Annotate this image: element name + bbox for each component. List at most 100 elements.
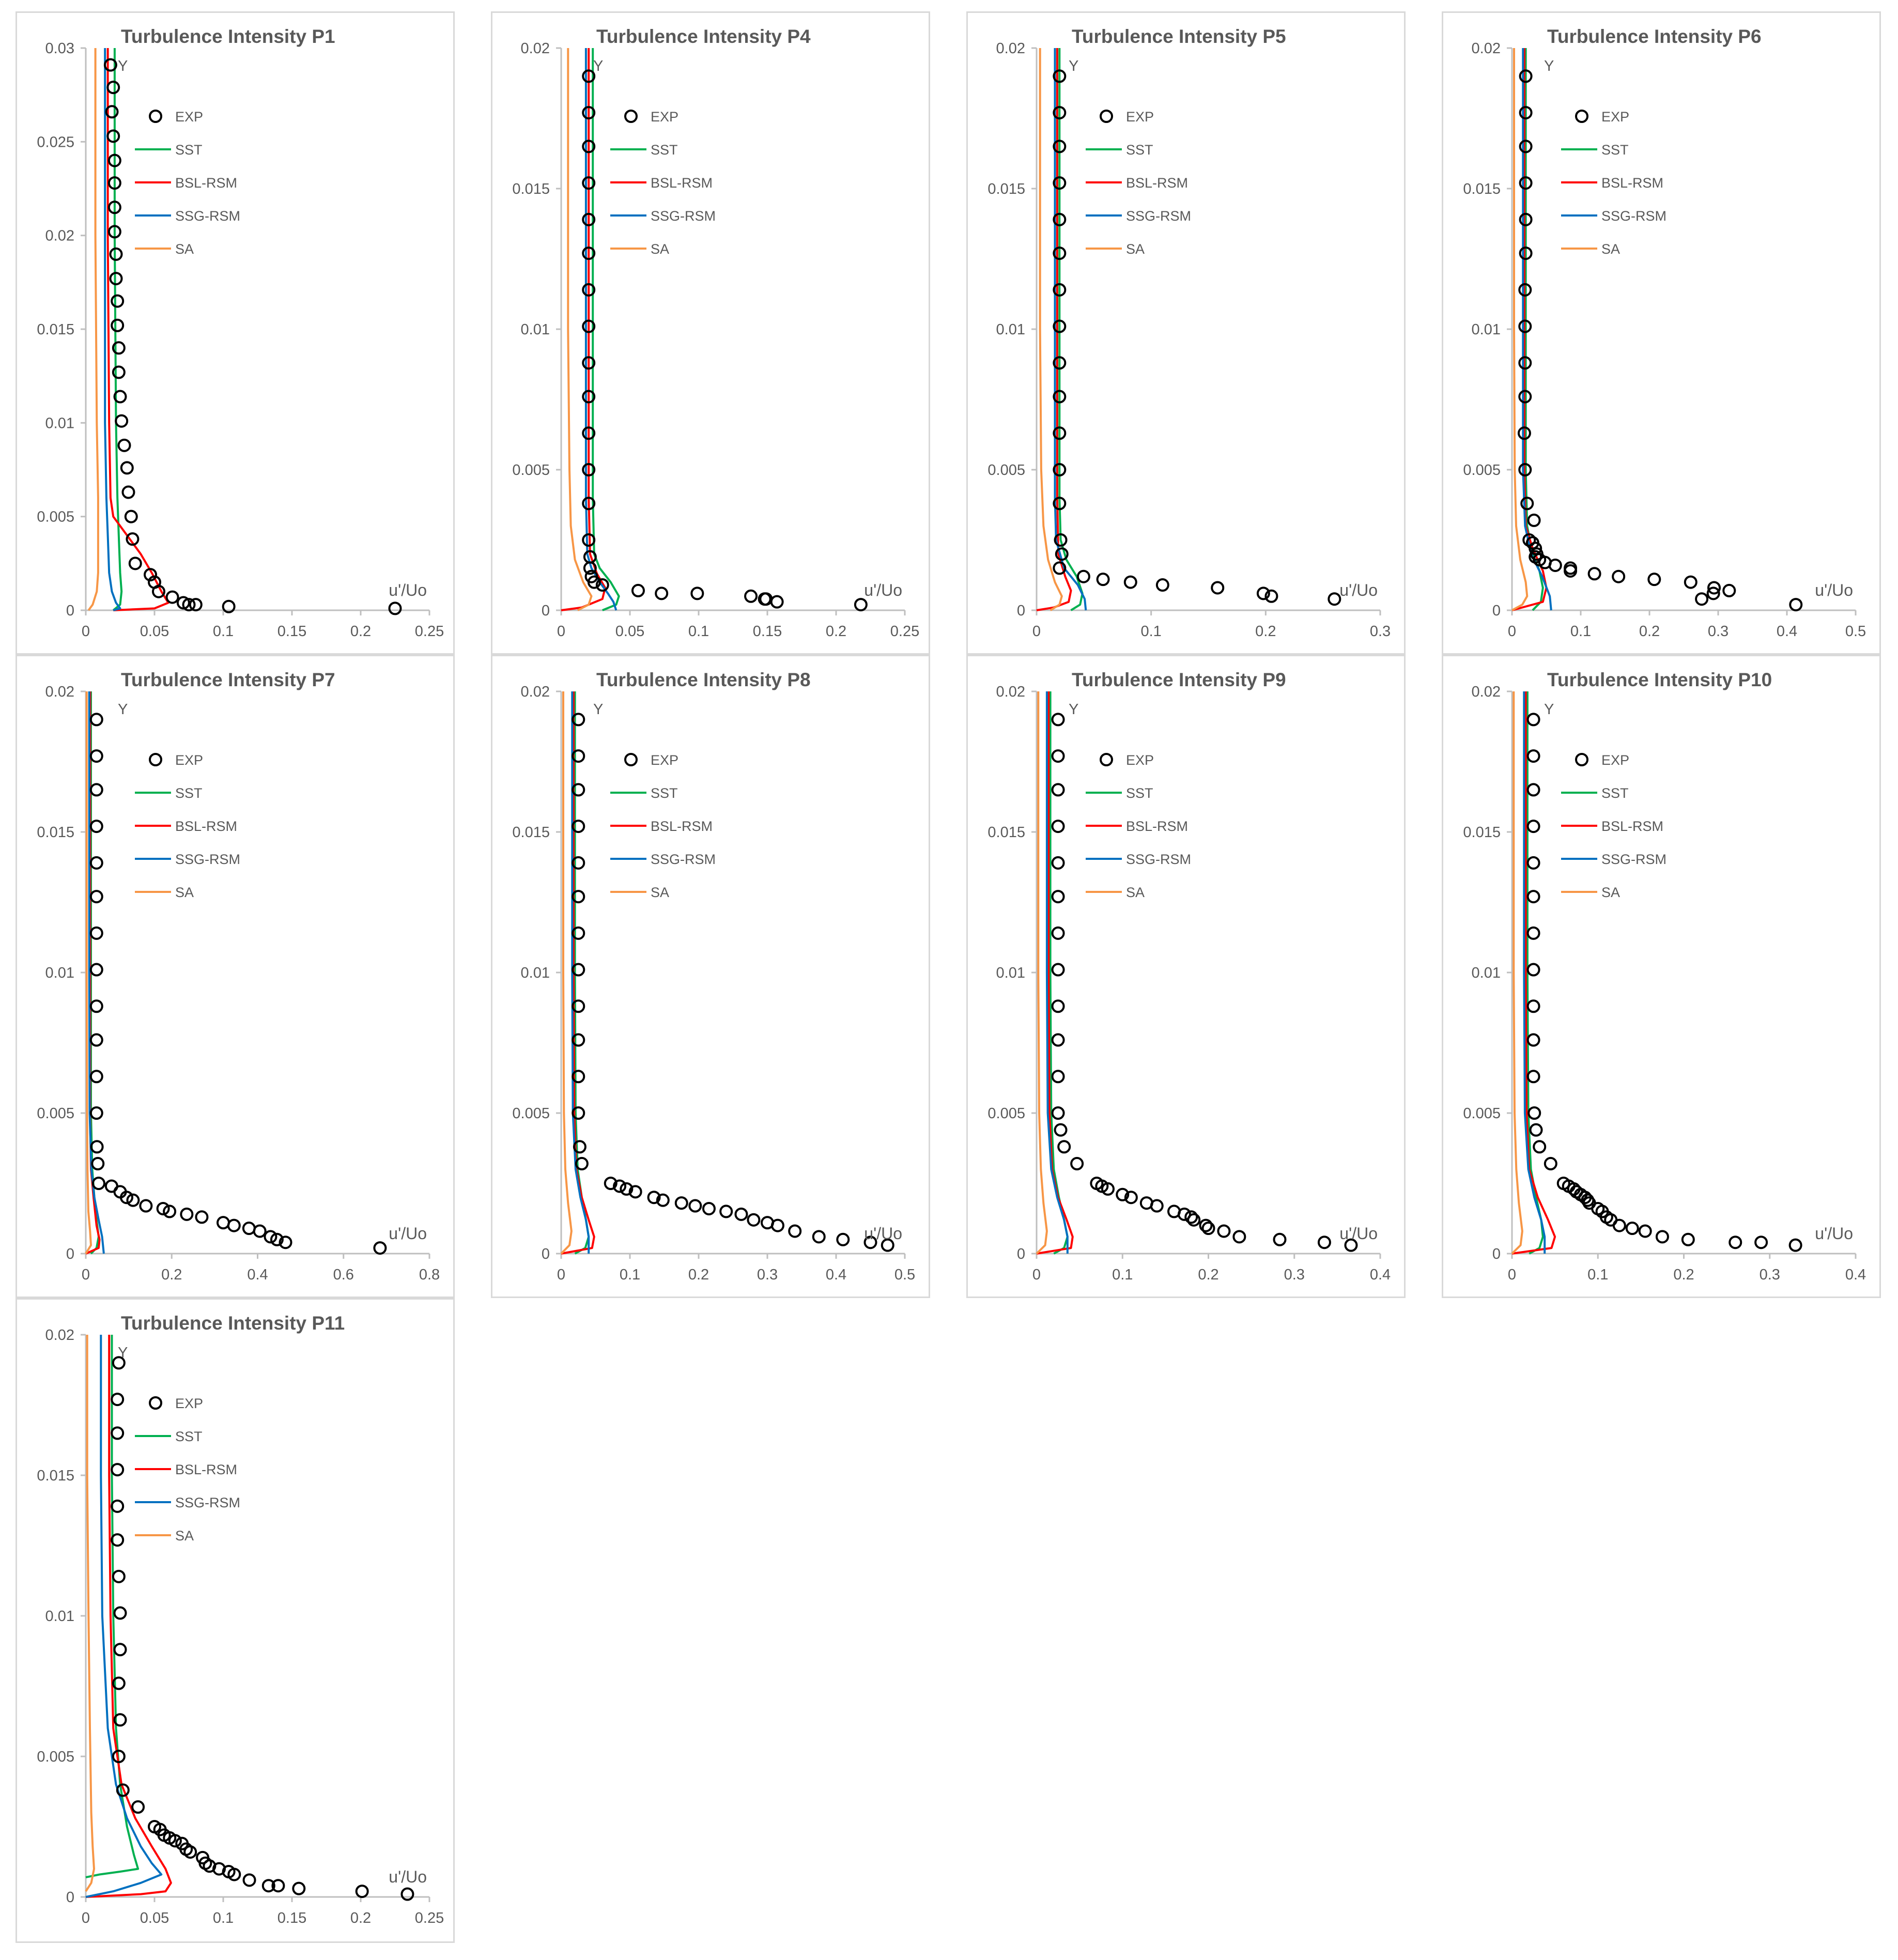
x-tick-label: 0.4	[1845, 1267, 1866, 1283]
x-tick-label: 0.2	[1673, 1267, 1694, 1283]
exp-data-point	[139, 1199, 153, 1213]
legend-label-ssg-rsm: SSG-RSM	[1601, 208, 1666, 224]
y-tick-label: 0.01	[1472, 965, 1501, 981]
exp-data-point	[1518, 463, 1532, 476]
exp-data-point	[1519, 140, 1533, 153]
legend-label-sa: SA	[1126, 241, 1145, 257]
y-tick-label: 0	[66, 1246, 74, 1262]
legend-label-ssg-rsm: SSG-RSM	[1126, 852, 1191, 867]
exp-data-point	[582, 176, 596, 190]
exp-data-point	[1051, 1033, 1065, 1047]
legend-label-bsl-rsm: BSL-RSM	[1126, 175, 1188, 191]
chart-panel-p4: 0 0.05 0.1 0.15 0.2 0.25 0 0.005 0.01 0.015 0.02 Tu…	[491, 11, 930, 655]
exp-data-point	[1533, 1140, 1547, 1154]
x-tick-label: 0.15	[277, 1910, 306, 1926]
exp-data-point	[111, 318, 125, 332]
exp-data-point	[112, 1676, 126, 1690]
x-axis-label: u'/Uo	[389, 1868, 427, 1886]
exp-data-point	[1518, 390, 1532, 404]
exp-data-point	[587, 575, 601, 589]
series-line-sst	[1058, 48, 1084, 611]
legend-label-bsl-rsm: BSL-RSM	[651, 175, 713, 191]
x-tick-label: 0.4	[1777, 623, 1797, 640]
exp-data-point	[112, 341, 126, 355]
exp-data-point	[182, 598, 196, 612]
legend-label-exp: EXP	[651, 752, 678, 768]
exp-data-point	[242, 1222, 256, 1236]
x-tick-label: 0.15	[277, 623, 306, 640]
exp-data-point	[1264, 589, 1278, 603]
exp-data-point	[1057, 1140, 1071, 1154]
legend-label-ssg-rsm: SSG-RSM	[175, 208, 240, 224]
exp-data-point	[747, 1213, 761, 1227]
exp-data-point	[1051, 713, 1065, 727]
exp-data-point	[1051, 1106, 1065, 1120]
exp-data-point	[116, 1783, 130, 1797]
exp-data-point	[582, 106, 596, 120]
x-tick-label: 0.5	[894, 1267, 915, 1283]
exp-data-point	[1526, 999, 1540, 1013]
exp-data-point	[388, 601, 402, 615]
series-line-ssg-rsm	[571, 691, 590, 1254]
x-tick-label: 0	[1508, 1267, 1516, 1283]
exp-data-point	[111, 294, 125, 308]
series-line-ssg-rsm	[85, 1335, 163, 1898]
x-tick-label: 0.3	[1760, 1267, 1780, 1283]
exp-data-point	[195, 1210, 209, 1224]
x-tick-label: 0.2	[1255, 623, 1276, 640]
exp-data-point	[1344, 1238, 1358, 1252]
x-tick-label: 0.2	[161, 1267, 182, 1283]
exp-data-point	[1051, 783, 1065, 797]
y-axis-label: Y	[1069, 58, 1078, 74]
exp-data-point	[91, 1156, 105, 1170]
exp-data-point	[1638, 1224, 1652, 1238]
exp-data-point	[595, 578, 609, 592]
series-line-sst	[1526, 691, 1544, 1255]
legend-marker-exp	[149, 1396, 162, 1410]
series-line-sa	[1511, 691, 1523, 1255]
exp-data-point	[180, 1207, 194, 1221]
chart-title: Turbulence Intensity P9	[1072, 669, 1286, 690]
x-axis-label: u'/Uo	[864, 1224, 902, 1243]
exp-data-point	[1199, 1218, 1213, 1232]
series-line-bsl-rsm	[1511, 691, 1556, 1255]
exp-data-point	[582, 426, 596, 440]
exp-data-point	[1177, 1207, 1191, 1221]
exp-data-point	[109, 247, 123, 261]
y-tick-label: 0.01	[521, 965, 550, 981]
exp-data-point	[91, 1177, 105, 1190]
exp-data-point	[106, 81, 120, 95]
exp-data-point	[1526, 963, 1540, 977]
exp-data-point	[572, 963, 585, 977]
exp-data-point	[582, 356, 596, 370]
y-tick-label: 0	[1017, 603, 1025, 619]
exp-data-point	[1527, 513, 1541, 527]
exp-data-point	[107, 153, 121, 167]
chart-title: Turbulence Intensity P1	[121, 26, 335, 47]
x-tick-label: 0.05	[140, 1910, 169, 1926]
exp-data-point	[112, 1750, 126, 1763]
exp-data-point	[604, 1177, 618, 1190]
exp-data-point	[1789, 598, 1803, 612]
legend-label-bsl-rsm: BSL-RSM	[175, 819, 237, 834]
exp-data-point	[1053, 283, 1067, 297]
chart-panel-p1: 0 0.05 0.1 0.15 0.2 0.25 0 0.005 0.01 0.015 0.02 0.…	[16, 11, 455, 655]
exp-data-point	[583, 561, 597, 575]
exp-data-point	[189, 598, 203, 612]
exp-data-point	[1707, 581, 1721, 595]
y-tick-label: 0.005	[987, 1105, 1025, 1122]
x-tick-label: 0.2	[350, 1910, 371, 1926]
y-tick-label: 0.02	[996, 40, 1025, 57]
y-tick-label: 0.01	[996, 965, 1025, 981]
exp-data-point	[690, 587, 704, 600]
exp-data-point	[292, 1881, 306, 1895]
exp-data-point	[572, 749, 585, 763]
exp-data-point	[836, 1232, 850, 1246]
exp-data-point	[1273, 1232, 1287, 1246]
exp-data-point	[124, 510, 138, 523]
legend-label-exp: EXP	[1126, 109, 1154, 125]
exp-data-point	[111, 1393, 125, 1407]
exp-data-point	[279, 1236, 292, 1249]
y-tick-label: 0.015	[37, 1468, 74, 1484]
y-axis-label: Y	[118, 58, 128, 74]
